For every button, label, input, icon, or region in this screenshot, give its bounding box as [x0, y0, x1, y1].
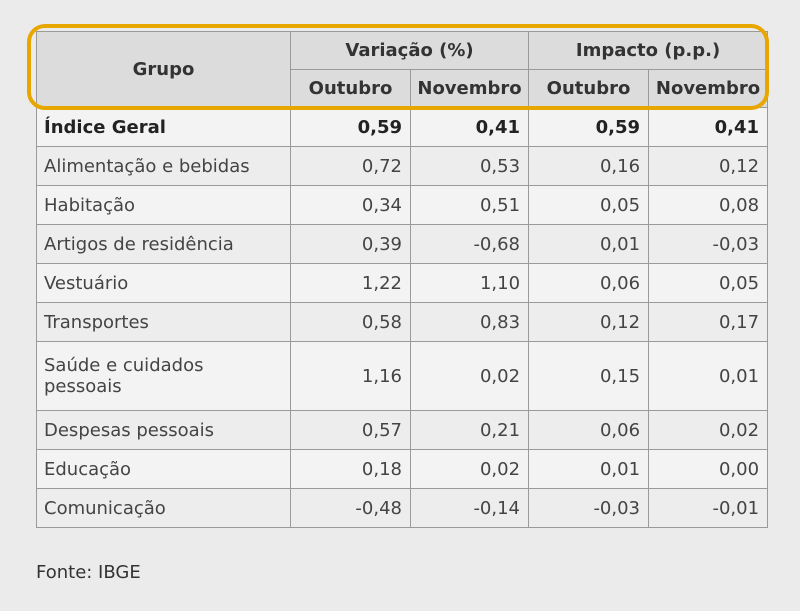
cell-value: 0,34 — [290, 185, 411, 225]
row-label: Educação — [36, 449, 291, 489]
cell-value: 0,05 — [648, 263, 769, 303]
cell-value: 1,16 — [290, 341, 411, 411]
row-label: Artigos de residência — [36, 224, 291, 264]
cell-value: 0,59 — [528, 107, 650, 147]
header-impact-october: Outubro — [528, 69, 650, 108]
cell-value: 1,10 — [409, 263, 530, 303]
header-variation: Variação (%) — [289, 31, 530, 70]
cell-value: 0,72 — [290, 146, 411, 186]
table-row: Educação 0,18 0,02 0,01 0,00 — [36, 449, 769, 489]
table-row: Alimentação e bebidas 0,72 0,53 0,16 0,1… — [36, 146, 769, 186]
cell-value: 0,53 — [409, 146, 530, 186]
header-impact-november: Novembro — [648, 69, 769, 108]
cell-value: 0,41 — [409, 107, 530, 147]
cell-value: 0,08 — [648, 185, 769, 225]
table-row: Artigos de residência 0,39 -0,68 0,01 -0… — [36, 224, 769, 264]
cell-value: 0,02 — [409, 341, 530, 411]
cell-value: 1,22 — [290, 263, 411, 303]
table-header: Grupo Variação (%) Impacto (p.p.) Outubr… — [36, 31, 769, 108]
table-row: Comunicação -0,48 -0,14 -0,03 -0,01 — [36, 488, 769, 528]
inflation-table: Grupo Variação (%) Impacto (p.p.) Outubr… — [36, 31, 769, 528]
cell-value: 0,05 — [528, 185, 650, 225]
inflation-table-container: Grupo Variação (%) Impacto (p.p.) Outubr… — [36, 31, 769, 528]
header-group: Grupo — [36, 31, 291, 108]
table-row: Saúde e cuidados pessoais 1,16 0,02 0,15… — [36, 341, 769, 411]
cell-value: 0,01 — [528, 449, 650, 489]
cell-value: -0,03 — [648, 224, 769, 264]
cell-value: 0,21 — [409, 410, 530, 450]
header-variation-november: Novembro — [409, 69, 530, 108]
cell-value: 0,17 — [648, 302, 769, 342]
cell-value: 0,59 — [290, 107, 411, 147]
cell-value: 0,02 — [648, 410, 769, 450]
row-label: Índice Geral — [36, 107, 291, 147]
row-label: Vestuário — [36, 263, 291, 303]
cell-value: -0,01 — [648, 488, 769, 528]
cell-value: 0,06 — [528, 410, 650, 450]
table-row: Despesas pessoais 0,57 0,21 0,06 0,02 — [36, 410, 769, 450]
table-row: Índice Geral 0,59 0,41 0,59 0,41 — [36, 107, 769, 147]
cell-value: 0,41 — [648, 107, 769, 147]
cell-value: 0,15 — [528, 341, 650, 411]
row-label: Transportes — [36, 302, 291, 342]
cell-value: -0,14 — [409, 488, 530, 528]
cell-value: 0,12 — [648, 146, 769, 186]
cell-value: -0,03 — [528, 488, 650, 528]
cell-value: 0,02 — [409, 449, 530, 489]
header-impact: Impacto (p.p.) — [528, 31, 769, 70]
row-label: Despesas pessoais — [36, 410, 291, 450]
cell-value: -0,68 — [409, 224, 530, 264]
table-body: Índice Geral 0,59 0,41 0,59 0,41 Aliment… — [36, 107, 769, 528]
header-variation-october: Outubro — [290, 69, 411, 108]
cell-value: 0,51 — [409, 185, 530, 225]
cell-value: 0,39 — [290, 224, 411, 264]
table-row: Transportes 0,58 0,83 0,12 0,17 — [36, 302, 769, 342]
cell-value: 0,83 — [409, 302, 530, 342]
row-label: Comunicação — [36, 488, 291, 528]
row-label: Saúde e cuidados pessoais — [36, 341, 291, 411]
cell-value: 0,16 — [528, 146, 650, 186]
cell-value: -0,48 — [290, 488, 411, 528]
cell-value: 0,00 — [648, 449, 769, 489]
cell-value: 0,58 — [290, 302, 411, 342]
table-row: Habitação 0,34 0,51 0,05 0,08 — [36, 185, 769, 225]
cell-value: 0,06 — [528, 263, 650, 303]
cell-value: 0,57 — [290, 410, 411, 450]
cell-value: 0,18 — [290, 449, 411, 489]
table-row: Vestuário 1,22 1,10 0,06 0,05 — [36, 263, 769, 303]
source-note: Fonte: IBGE — [36, 562, 141, 583]
cell-value: 0,01 — [528, 224, 650, 264]
cell-value: 0,01 — [648, 341, 769, 411]
row-label: Alimentação e bebidas — [36, 146, 291, 186]
cell-value: 0,12 — [528, 302, 650, 342]
row-label: Habitação — [36, 185, 291, 225]
